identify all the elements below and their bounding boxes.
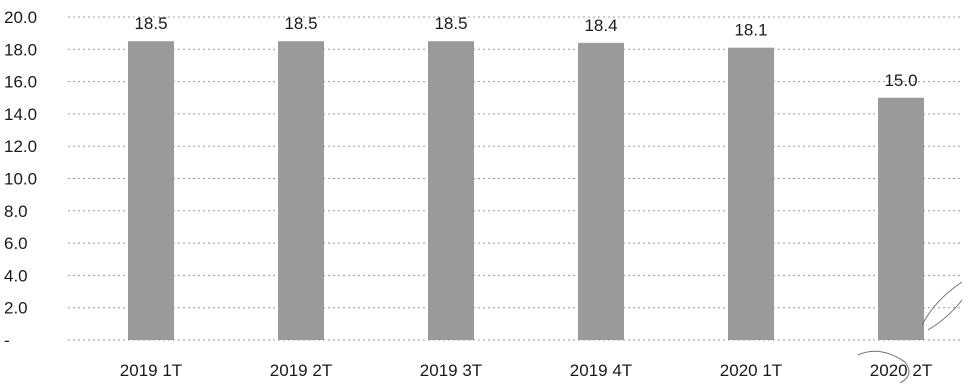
y-tick-label: 12.0 xyxy=(4,137,37,156)
y-tick-label: 8.0 xyxy=(4,202,28,221)
bar xyxy=(278,41,324,340)
bar-value-label: 18.5 xyxy=(284,14,317,33)
bar-value-label: 18.5 xyxy=(434,14,467,33)
y-axis-ticks: - 2.0 4.0 6.0 8.0 10.0 12.0 14.0 16.0 18.0 20.0 xyxy=(4,8,37,350)
bars xyxy=(128,41,924,341)
y-tick-label: 14.0 xyxy=(4,105,37,124)
y-tick-label: 20.0 xyxy=(4,8,37,27)
bar xyxy=(728,47,774,341)
bar xyxy=(428,41,474,340)
x-category-label: 2019 2T xyxy=(270,361,332,380)
x-category-label: 2020 1T xyxy=(720,361,782,380)
x-category-label: 2019 4T xyxy=(570,361,632,380)
x-category-label: 2019 3T xyxy=(420,361,482,380)
bar xyxy=(578,42,624,341)
y-tick-label: 18.0 xyxy=(4,40,37,59)
gridlines xyxy=(68,16,960,341)
bar-value-label: 18.1 xyxy=(734,21,767,40)
y-tick-label: 10.0 xyxy=(4,170,37,189)
y-tick-label: 2.0 xyxy=(4,299,28,318)
y-tick-label: - xyxy=(4,331,10,350)
bar-value-label: 18.4 xyxy=(584,16,617,35)
data-labels: 18.5 18.5 18.5 18.4 18.1 15.0 xyxy=(134,14,917,90)
x-axis-labels: 2019 1T 2019 2T 2019 3T 2019 4T 2020 1T 2020 … xyxy=(120,361,932,380)
bar xyxy=(128,41,174,340)
x-category-label: 2020 2T xyxy=(870,361,932,380)
y-tick-label: 6.0 xyxy=(4,234,28,253)
y-tick-label: 4.0 xyxy=(4,266,28,285)
pen-annotation-circle xyxy=(857,350,910,384)
x-category-label: 2019 1T xyxy=(120,361,182,380)
pen-annotation-mark xyxy=(921,281,963,331)
bar-value-label: 15.0 xyxy=(884,71,917,90)
bar-value-label: 18.5 xyxy=(134,14,167,33)
y-tick-label: 16.0 xyxy=(4,73,37,92)
bar xyxy=(878,97,924,340)
